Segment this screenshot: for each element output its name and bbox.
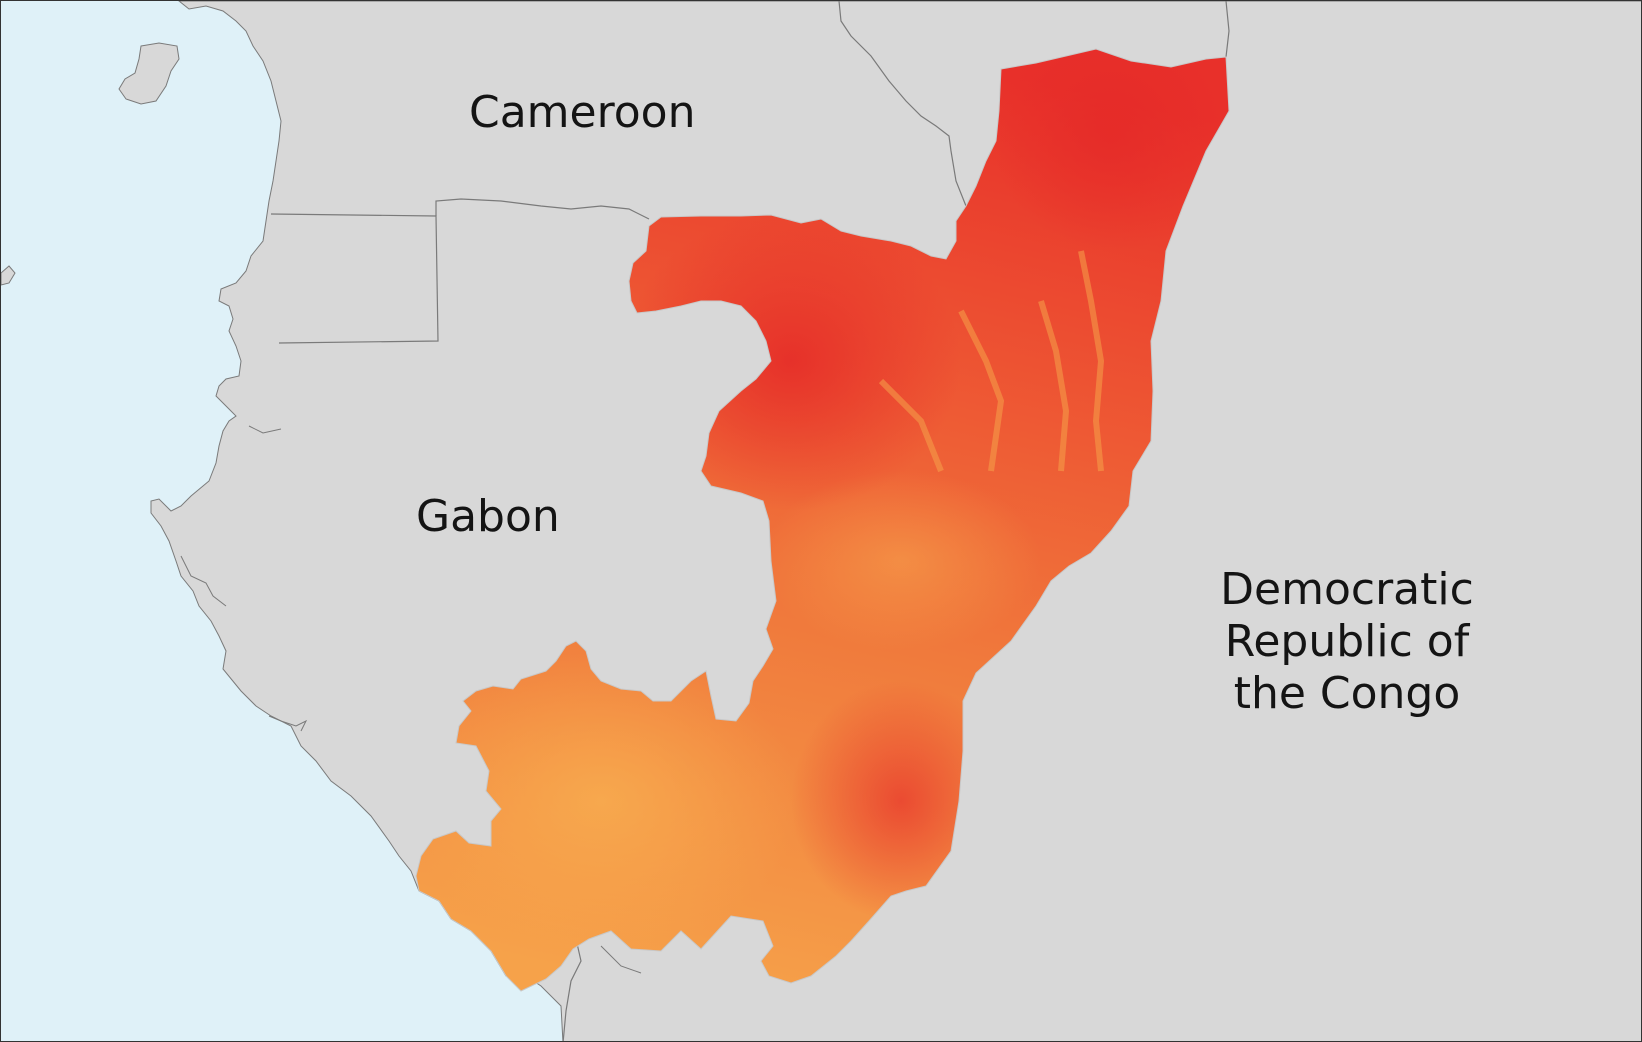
country-label-cameroon: Cameroon	[469, 87, 696, 138]
country-borders	[270, 1, 1230, 1041]
island-small	[1, 265, 16, 286]
coastline-details	[180, 425, 642, 974]
country-label-gabon: Gabon	[416, 491, 560, 542]
country-label-drc-line-3: the Congo	[1233, 668, 1461, 719]
highlighted-country-outline	[415, 48, 1230, 992]
country-label-drc-line-2: Republic of	[1224, 616, 1470, 667]
country-label-drc-line-1: Democratic	[1220, 564, 1474, 615]
country-label-drc: Democratic Republic of the Congo	[1197, 564, 1497, 720]
island	[118, 42, 180, 105]
